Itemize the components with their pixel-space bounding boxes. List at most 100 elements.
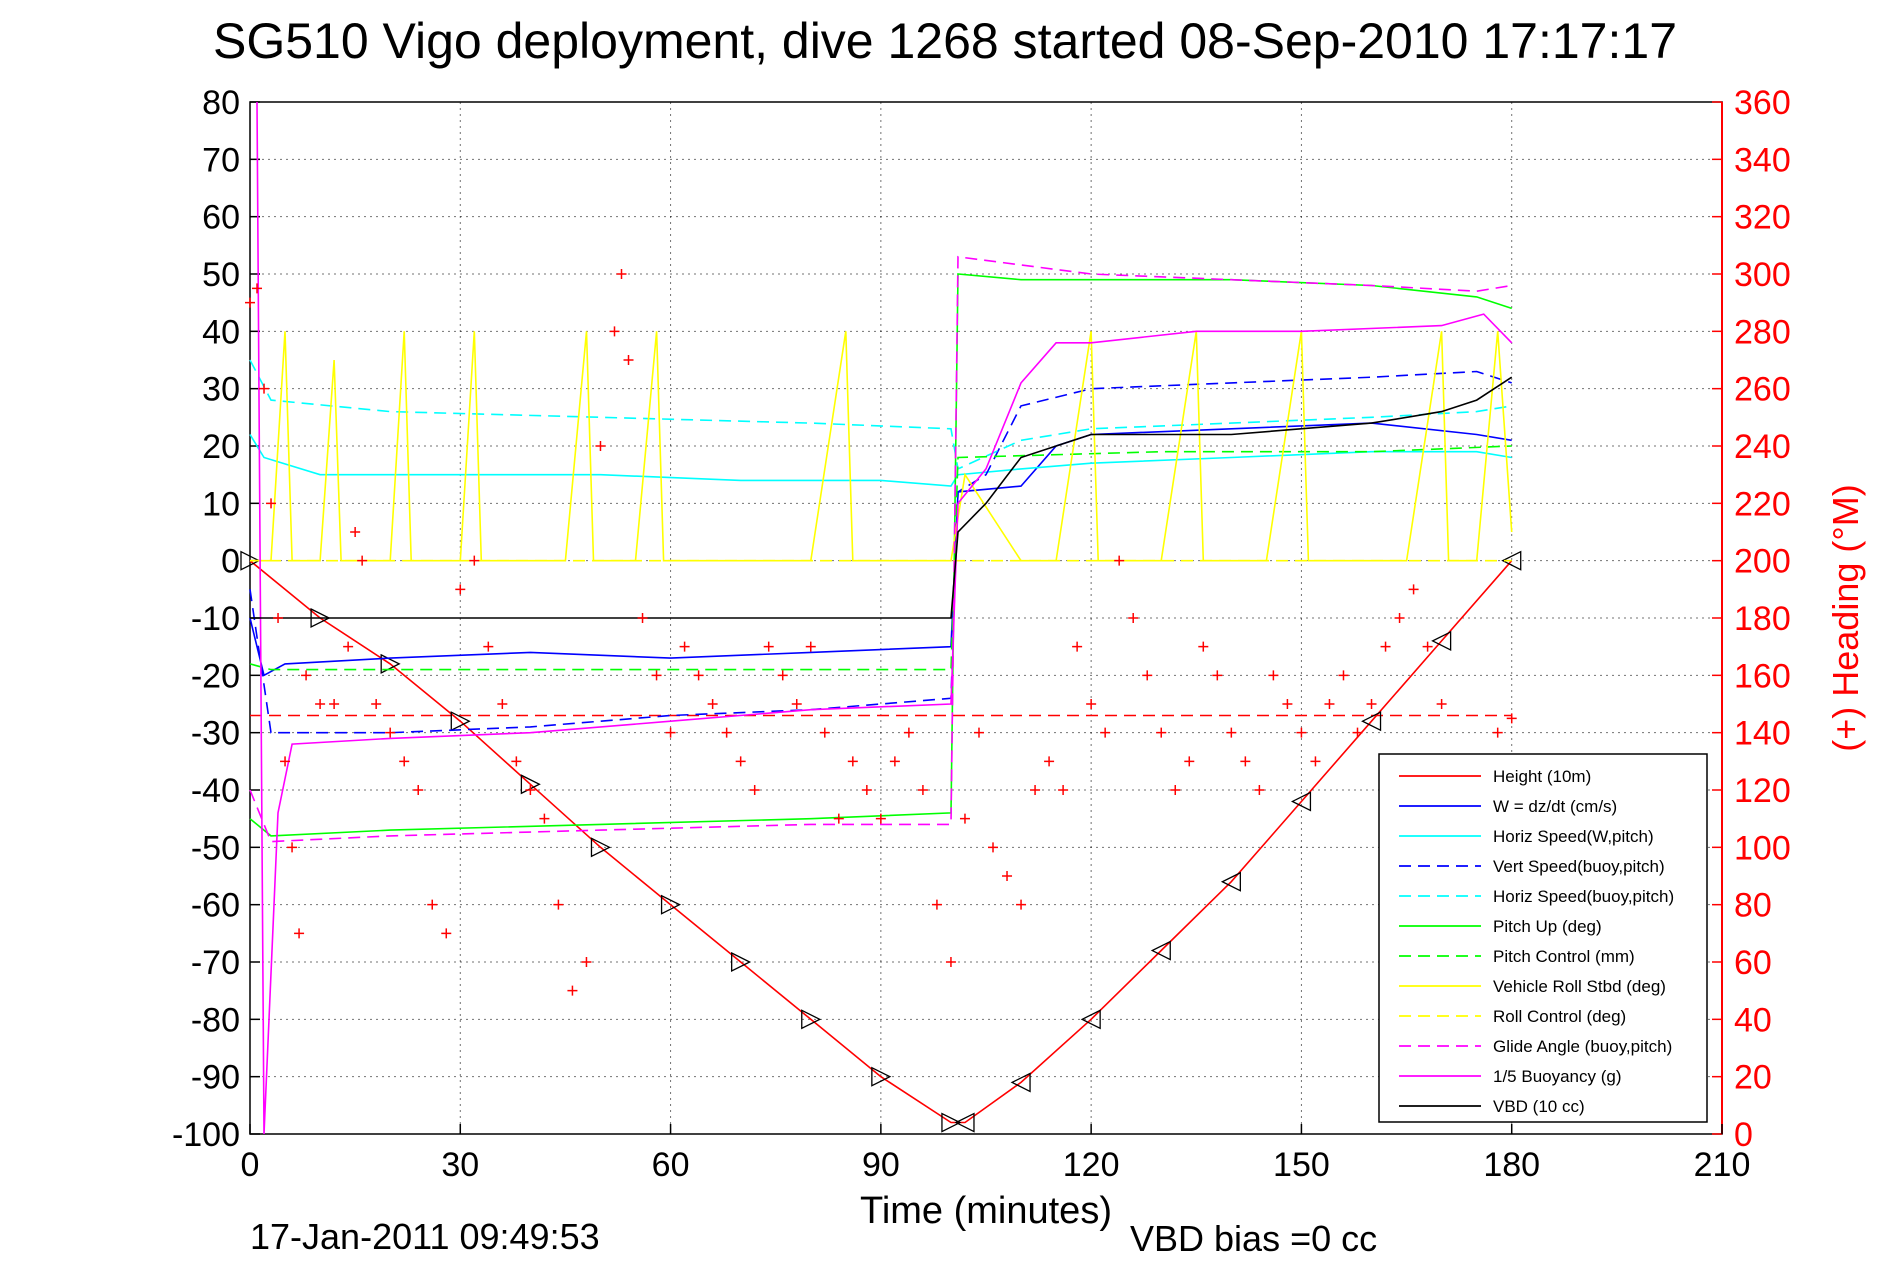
- tick-label-x: 60: [652, 1146, 690, 1184]
- heading-point: [245, 297, 255, 308]
- heading-point: [1492, 727, 1503, 738]
- series-layer: [240, 101, 1522, 1135]
- footer-timestamp: 17-Jan-2011 09:49:53: [250, 1216, 600, 1257]
- heading-point: [1324, 699, 1335, 709]
- depth-marker: [801, 1009, 822, 1030]
- tick-label-left: 70: [202, 141, 240, 179]
- heading-point: [847, 756, 858, 767]
- heading-point: [1268, 670, 1279, 681]
- heading-point: [483, 641, 494, 652]
- heading-point: [1142, 670, 1153, 681]
- series-line-2: [249, 434, 1512, 487]
- heading-point: [357, 555, 368, 566]
- heading-point: [343, 641, 354, 652]
- depth-marker: [590, 837, 611, 858]
- heading-point: [567, 985, 578, 996]
- series-line-0: [249, 560, 1513, 1124]
- legend-label: Glide Angle (buoy,pitch): [1493, 1037, 1672, 1056]
- legend-label: Vehicle Roll Stbd (deg): [1493, 977, 1666, 996]
- heading-point: [350, 527, 361, 537]
- tick-label-left: -50: [191, 829, 240, 867]
- heading-point: [427, 899, 438, 910]
- heading-markers: [245, 269, 1517, 996]
- footer-vbd-bias: VBD bias =0 cc: [1130, 1218, 1377, 1259]
- legend-box: [1378, 753, 1708, 1123]
- tick-label-left: 10: [202, 485, 240, 523]
- tick-label-right: 0: [1734, 1116, 1753, 1154]
- tick-label-right: 100: [1734, 829, 1791, 867]
- heading-point: [441, 928, 452, 939]
- heading-point: [1338, 670, 1349, 681]
- tick-label-left: -80: [191, 1001, 240, 1039]
- heading-point: [1156, 727, 1167, 738]
- heading-point: [623, 355, 634, 365]
- tick-label-left: -70: [191, 944, 240, 982]
- heading-point: [581, 957, 592, 967]
- heading-point: [259, 383, 270, 394]
- heading-point: [819, 727, 830, 738]
- tick-label-left: -60: [191, 887, 240, 925]
- legend-label: Horiz Speed(buoy,pitch): [1493, 887, 1674, 906]
- heading-point: [1408, 584, 1419, 595]
- depth-marker: [954, 1112, 975, 1133]
- depth-marker: [1220, 871, 1241, 892]
- series-line-11: [250, 376, 1513, 619]
- heading-point: [1170, 785, 1181, 795]
- tick-label-left: 80: [202, 84, 240, 122]
- depth-marker: [1080, 1009, 1101, 1030]
- heading-point: [1296, 727, 1307, 738]
- tick-label-right: 60: [1734, 944, 1772, 982]
- heading-point: [875, 813, 886, 824]
- heading-point: [707, 699, 718, 709]
- tick-label-left: -10: [191, 600, 240, 638]
- heading-point: [371, 699, 382, 709]
- heading-point: [469, 555, 480, 566]
- heading-point: [1128, 613, 1139, 623]
- heading-point: [1072, 641, 1083, 652]
- right-axis-label: (+) Heading (°M): [1825, 484, 1866, 751]
- tick-label-right: 200: [1734, 543, 1791, 581]
- legend-label: Horiz Speed(W,pitch): [1493, 827, 1654, 846]
- depth-marker: [1431, 630, 1452, 651]
- heading-point: [385, 727, 396, 738]
- heading-point: [988, 842, 999, 853]
- heading-point: [413, 785, 424, 795]
- heading-point: [763, 641, 774, 652]
- tick-label-right: 20: [1734, 1059, 1772, 1097]
- heading-point: [273, 613, 284, 623]
- heading-point: [252, 283, 263, 294]
- heading-point: [616, 269, 627, 279]
- series-line-7: [250, 331, 1513, 562]
- tick-label-x: 30: [441, 1146, 479, 1184]
- tick-label-left: 50: [202, 256, 240, 294]
- heading-point: [1044, 756, 1055, 767]
- depth-marker: [1010, 1072, 1031, 1093]
- heading-point: [833, 813, 844, 824]
- heading-point: [315, 699, 326, 709]
- heading-point: [945, 957, 956, 967]
- legend-label: Height (10m): [1493, 767, 1591, 786]
- heading-point: [539, 813, 550, 824]
- tick-label-right: 40: [1734, 1001, 1772, 1039]
- tick-label-left: -20: [191, 657, 240, 695]
- heading-point: [931, 899, 942, 910]
- depth-marker: [1501, 550, 1522, 571]
- heading-point: [1506, 713, 1517, 724]
- heading-point: [735, 756, 746, 767]
- tick-label-left: 60: [202, 199, 240, 237]
- tick-label-right: 120: [1734, 772, 1791, 810]
- heading-point: [1254, 785, 1265, 795]
- heading-point: [1212, 670, 1223, 681]
- series-line-10: [256, 101, 1513, 1135]
- depth-marker: [450, 711, 471, 732]
- heading-point: [609, 326, 620, 337]
- heading-point: [1086, 699, 1097, 709]
- heading-point: [1422, 641, 1433, 652]
- heading-point: [1184, 756, 1195, 767]
- legend-label: 1/5 Buoyancy (g): [1493, 1067, 1622, 1086]
- tick-label-right: 260: [1734, 371, 1791, 409]
- legend-label: Vert Speed(buoy,pitch): [1493, 857, 1665, 876]
- tick-label-left: 0: [221, 543, 240, 581]
- tick-label-right: 220: [1734, 485, 1791, 523]
